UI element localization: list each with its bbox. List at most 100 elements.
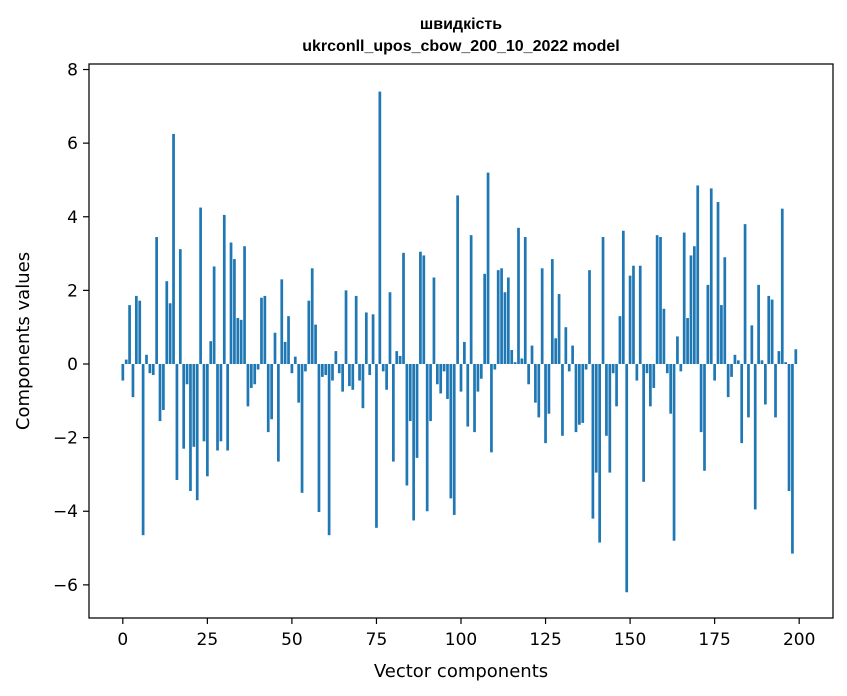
bar [419, 251, 422, 364]
bar-series [121, 91, 798, 593]
bar [229, 242, 233, 365]
x-tick-label: 0 [117, 630, 128, 650]
bar [195, 364, 199, 501]
bar [314, 324, 317, 365]
bar [432, 277, 436, 364]
bar [500, 268, 503, 365]
bar [392, 364, 395, 462]
bar [780, 208, 784, 365]
bar [260, 297, 263, 365]
bar [591, 364, 595, 519]
bar [598, 364, 602, 543]
bar [723, 257, 727, 365]
bar [310, 268, 314, 365]
bar [172, 133, 175, 365]
bar [777, 351, 781, 364]
bar [496, 270, 500, 365]
bar [189, 364, 192, 492]
bar [402, 252, 405, 365]
bar [165, 281, 169, 364]
bar [486, 172, 490, 365]
bar [747, 364, 750, 418]
bar [679, 364, 683, 372]
bar [537, 364, 541, 418]
bar [649, 364, 652, 407]
bar [422, 255, 426, 365]
bar [138, 300, 142, 364]
bar [320, 364, 324, 377]
bar [513, 362, 517, 365]
bar [408, 364, 412, 422]
bar [601, 237, 605, 365]
bar [463, 341, 466, 365]
bar [131, 364, 135, 398]
bar [446, 364, 449, 399]
bar [696, 185, 700, 365]
bar [290, 364, 294, 374]
x-tick-label: 200 [783, 630, 815, 650]
bar [632, 265, 635, 364]
x-tick-label: 100 [445, 630, 477, 650]
bar [520, 358, 524, 365]
y-axis-label: Components values [13, 252, 34, 430]
bar [561, 364, 564, 436]
bar [212, 266, 216, 365]
bar [202, 364, 206, 442]
bar [449, 364, 453, 499]
bar [628, 275, 632, 365]
y-axis-ticks: −6 −4 −2 0 2 4 6 8 [53, 61, 89, 596]
bar [750, 325, 754, 365]
bar [611, 364, 615, 374]
bar [151, 364, 155, 376]
bar [452, 364, 456, 515]
bar [770, 299, 774, 365]
bar [351, 364, 355, 390]
bar [121, 364, 125, 381]
bar [635, 364, 639, 381]
bar [233, 259, 236, 365]
bar [581, 364, 585, 423]
bar [425, 364, 429, 512]
bar [584, 364, 588, 370]
bar [324, 364, 328, 376]
bar [415, 364, 419, 458]
bar [385, 364, 388, 390]
bar [689, 255, 693, 365]
bar [354, 295, 358, 365]
bar [209, 341, 213, 364]
bar [145, 354, 148, 364]
bar [605, 364, 608, 436]
bar [344, 290, 348, 365]
bar [753, 364, 757, 510]
y-tick-label: −4 [53, 502, 78, 522]
bar [222, 214, 226, 364]
bar [456, 195, 459, 364]
bar [246, 364, 250, 407]
bar [652, 364, 656, 388]
bar [662, 308, 666, 365]
bar [540, 268, 544, 365]
bar [364, 312, 368, 364]
x-tick-label: 125 [529, 630, 561, 650]
bar [158, 364, 162, 422]
bar [608, 364, 612, 473]
bar [469, 235, 473, 365]
x-tick-label: 25 [197, 630, 219, 650]
bar [625, 364, 629, 593]
bar [134, 295, 138, 365]
bar [567, 364, 571, 372]
bar [713, 364, 716, 381]
bar [206, 364, 209, 477]
chart-title: швидкість [420, 16, 502, 33]
bar [665, 364, 669, 374]
bar [358, 364, 361, 381]
bar [273, 332, 277, 365]
bar [162, 364, 165, 411]
y-tick-label: 0 [67, 355, 78, 375]
bar [334, 351, 338, 364]
bar [300, 364, 304, 493]
bar [733, 354, 737, 364]
bar [178, 249, 182, 365]
bar [371, 314, 375, 364]
